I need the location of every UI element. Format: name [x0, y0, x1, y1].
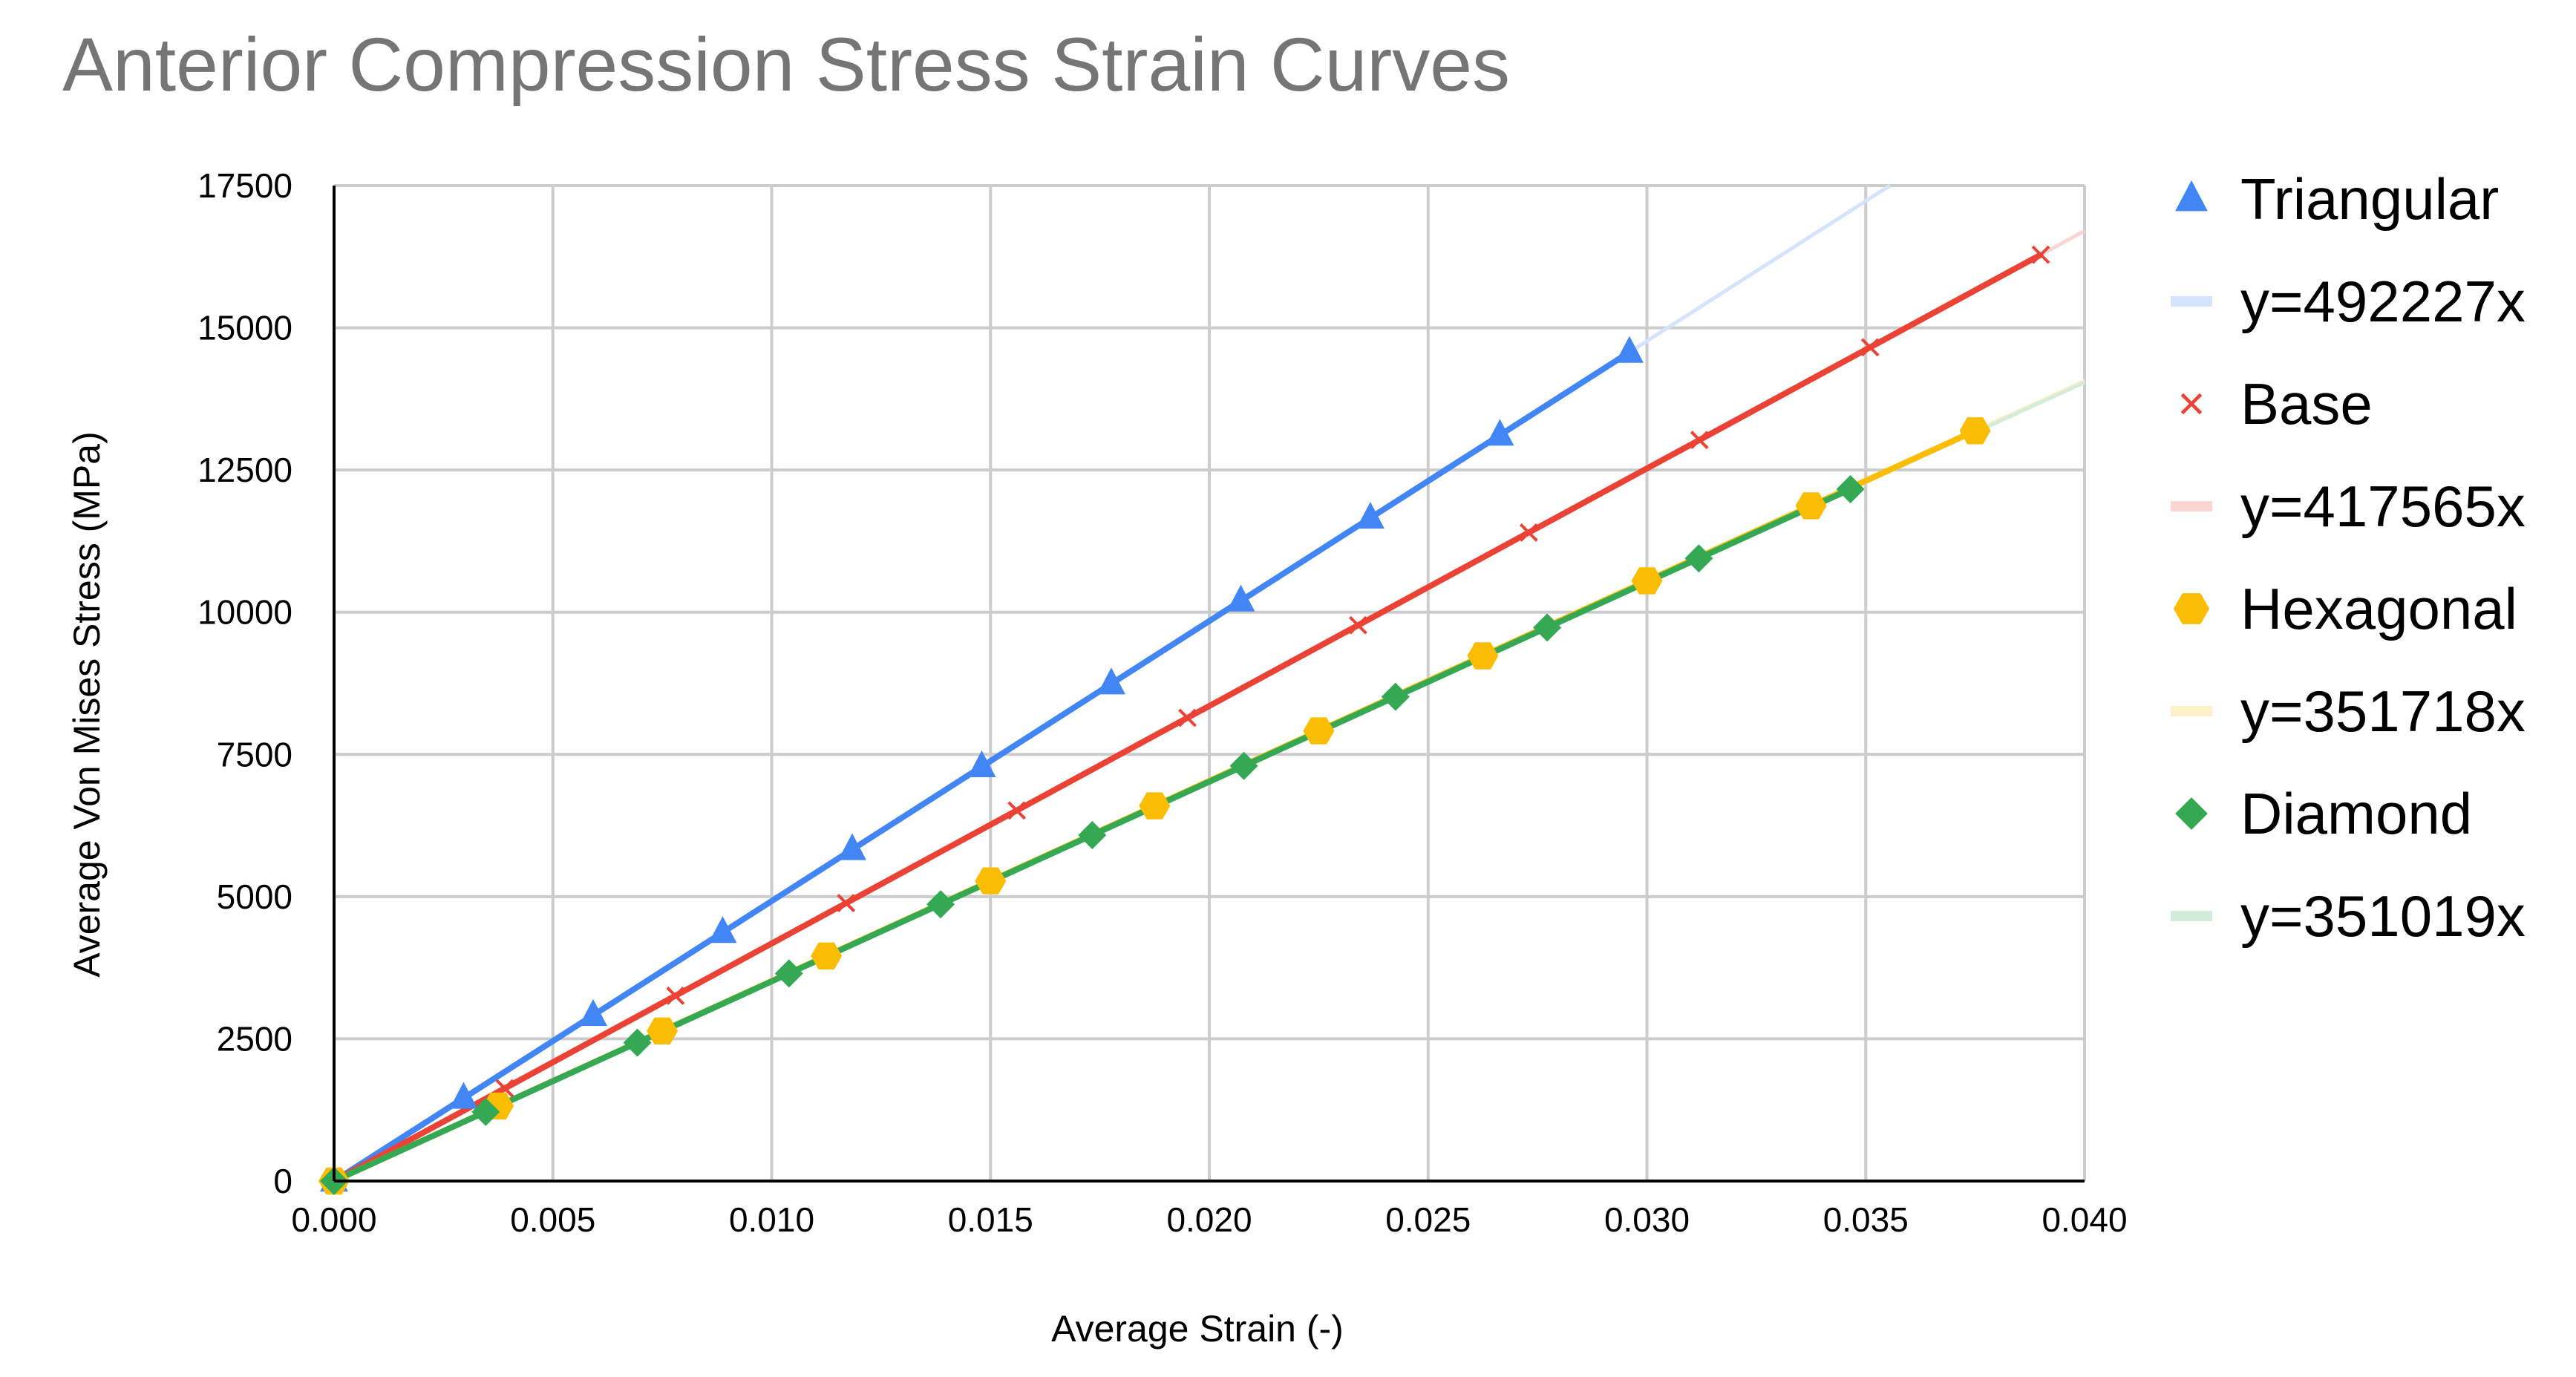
data-point: [1959, 417, 1991, 445]
y-tick-label: 12500: [197, 451, 292, 489]
data-point: [1096, 667, 1125, 695]
x-tick-label: 0.020: [1166, 1200, 1252, 1239]
data-point: [1684, 544, 1713, 573]
axes: 0 2500 5000 7500 10000 12500 15000 17500 0.000 0.…: [197, 166, 2127, 1239]
y-tick-label: 2500: [217, 1019, 292, 1058]
data-point: [1226, 584, 1255, 612]
legend-label: y=351718x: [2240, 678, 2526, 744]
data-point: [811, 942, 843, 969]
data-point: [1615, 336, 1644, 363]
y-tick-label: 0: [273, 1162, 292, 1200]
legend-marker: [2175, 797, 2208, 830]
data-point: [1860, 338, 1880, 357]
data-point: [1139, 792, 1171, 820]
data-point: [837, 833, 866, 860]
data-point: [1007, 801, 1027, 820]
data-point: [1519, 523, 1538, 542]
y-tick-label: 15000: [197, 309, 292, 347]
data-point: [449, 1082, 478, 1109]
data-point: [1229, 751, 1258, 780]
data-point: [666, 987, 685, 1005]
legend-label: y=417565x: [2240, 474, 2526, 539]
data-point: [774, 959, 803, 988]
legend-label: Diamond: [2240, 781, 2472, 846]
data-point: [647, 1017, 679, 1044]
data-point: [967, 750, 996, 778]
x-tick-label: 0.015: [948, 1200, 1033, 1239]
data-point: [1381, 682, 1410, 711]
data-point: [1178, 708, 1197, 727]
data-point: [1078, 821, 1107, 850]
x-tick-label: 0.000: [291, 1200, 376, 1239]
x-tick-label: 0.040: [2041, 1200, 2127, 1239]
legend-label: y=492227x: [2240, 269, 2526, 334]
legend-label: Hexagonal: [2240, 576, 2517, 641]
y-tick-label: 17500: [197, 166, 292, 205]
data-point: [926, 890, 955, 919]
gridlines: [334, 184, 2086, 1181]
data-point: [471, 1097, 500, 1126]
x-tick-label: 0.035: [1823, 1200, 1909, 1239]
x-tick-label: 0.030: [1604, 1200, 1690, 1239]
data-point: [578, 998, 607, 1026]
x-axis-title: Average Strain (-): [1051, 1308, 1344, 1350]
x-tick-label: 0.010: [729, 1200, 814, 1239]
y-axis-title: Average Von Mises Stress (MPa): [66, 431, 108, 977]
data-point: [1533, 613, 1562, 642]
x-tick-label: 0.025: [1385, 1200, 1471, 1239]
data-point: [1485, 419, 1514, 446]
y-tick-label: 5000: [217, 877, 292, 916]
legend-label: Triangular: [2240, 166, 2499, 232]
data-point: [1303, 717, 1335, 745]
data-point: [708, 916, 737, 943]
data-point: [1631, 567, 1663, 595]
data-point: [1836, 474, 1865, 503]
data-point: [2031, 245, 2050, 264]
legend-label: y=351019x: [2240, 883, 2526, 949]
legend-marker: [2175, 180, 2208, 212]
data-point: [975, 867, 1007, 894]
legend-marker: [2180, 393, 2203, 415]
legend-marker: [2173, 593, 2210, 624]
chart-title: Anterior Compression Stress Strain Curve…: [62, 22, 1510, 107]
y-tick-label: 10000: [197, 593, 292, 632]
legend-label: Base: [2240, 371, 2373, 436]
data-point: [1795, 492, 1827, 520]
data-point: [1690, 431, 1709, 450]
data-point: [1349, 615, 1367, 635]
data-points: [318, 245, 2050, 1195]
data-point: [1467, 642, 1499, 670]
data-point: [623, 1028, 652, 1057]
legend: Triangular y=492227x Base y=417565x Hexagona…: [2171, 166, 2526, 949]
data-point: [1356, 501, 1385, 529]
x-tick-label: 0.005: [510, 1200, 595, 1239]
data-point: [837, 894, 856, 913]
y-tick-label: 7500: [217, 735, 292, 773]
